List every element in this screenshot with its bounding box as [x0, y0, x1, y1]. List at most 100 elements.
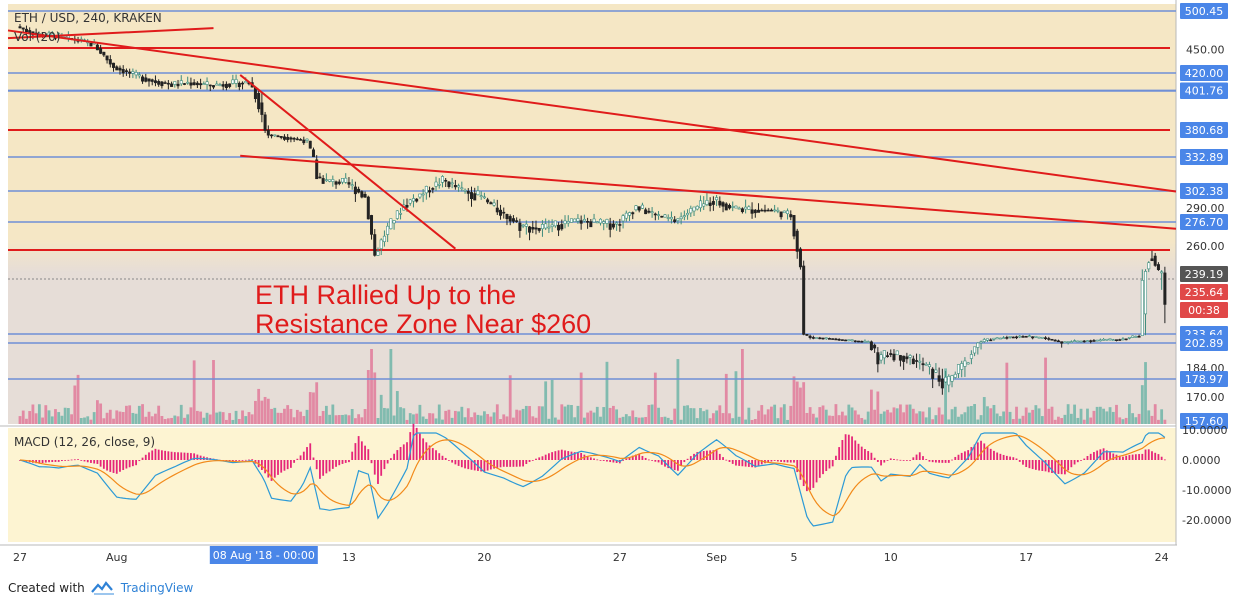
macd-histogram-bar: [1067, 460, 1070, 471]
candle-body: [644, 209, 648, 215]
macd-histogram-bar: [641, 455, 644, 460]
candle-body: [1134, 336, 1138, 338]
volume-bar: [1021, 415, 1025, 424]
candle-body: [776, 209, 780, 212]
candle-body: [1163, 272, 1167, 305]
macd-histogram-bar: [435, 450, 437, 460]
candle-body: [1034, 335, 1038, 338]
candle-body: [360, 191, 364, 198]
candle-body: [702, 203, 706, 207]
macd-pane[interactable]: [8, 428, 1176, 542]
macd-histogram-bar: [812, 460, 815, 488]
candle-body: [840, 339, 844, 341]
macd-histogram-bar: [660, 460, 663, 465]
candle-body: [653, 213, 657, 216]
candle-body: [18, 26, 22, 29]
volume-bar: [602, 407, 606, 424]
macd-histogram-bar: [967, 450, 970, 460]
candle-body: [911, 358, 915, 365]
macd-histogram-bar: [357, 436, 360, 460]
volume-bar: [486, 414, 490, 424]
candle-body: [669, 217, 673, 220]
volume-bar: [289, 408, 293, 424]
candle-body: [1111, 339, 1115, 342]
macd-histogram-bar: [264, 460, 266, 474]
volume-bar: [657, 407, 660, 424]
volume-bar: [337, 415, 341, 424]
volume-bar: [799, 387, 802, 424]
volume-bar: [328, 414, 331, 424]
macd-histogram-bar: [383, 460, 386, 470]
candle-body: [221, 84, 225, 87]
macd-histogram-bar: [1163, 459, 1166, 461]
macd-histogram-bar: [73, 459, 76, 461]
volume-bar: [57, 412, 61, 424]
footer: Created with TradingView: [8, 578, 193, 598]
level-price-tag: 178.97: [1185, 373, 1224, 386]
volume-bar: [183, 417, 186, 424]
volume-bar: [370, 349, 373, 424]
volume-bar: [1057, 416, 1060, 424]
level-price-tag: 401.76: [1185, 84, 1224, 97]
macd-histogram-bar: [96, 460, 99, 464]
candle-body: [318, 176, 322, 179]
volume-bar: [66, 408, 70, 424]
macd-histogram-bar: [1147, 449, 1150, 460]
volume-bar: [837, 415, 841, 424]
volume-bar: [689, 408, 693, 424]
candle-body: [1160, 271, 1164, 274]
volume-bar: [979, 415, 983, 424]
volume-bar: [118, 411, 122, 424]
volume-bar: [960, 414, 964, 424]
macd-histogram-bar: [457, 460, 460, 466]
macd-histogram-bar: [1015, 458, 1018, 460]
volume-bar: [37, 404, 41, 424]
macd-histogram-bar: [922, 456, 924, 460]
candle-body: [147, 78, 151, 82]
volume-bar: [225, 419, 228, 424]
macd-histogram-bar: [999, 453, 1002, 460]
candle-body: [989, 339, 993, 342]
volume-bar: [1018, 418, 1022, 424]
macd-histogram-bar: [238, 460, 241, 461]
macd-histogram-bar: [64, 460, 67, 461]
volume-bar: [202, 417, 206, 424]
macd-histogram-bar: [612, 460, 615, 463]
trend-lines: [7, 27, 1177, 250]
candle-body: [689, 208, 693, 214]
macd-histogram-bar: [193, 453, 196, 460]
macd-histogram-bar: [944, 460, 947, 463]
candle-body: [953, 373, 957, 378]
price-tick-label: 450.00: [1186, 44, 1225, 57]
tradingview-brand-label: TradingView: [120, 581, 194, 595]
volume-bar: [647, 405, 651, 424]
macd-histogram-bar: [847, 434, 850, 460]
candle-body: [905, 356, 909, 360]
volume-bar: [760, 405, 764, 424]
price-pane[interactable]: [8, 4, 1176, 424]
candle-body: [737, 207, 741, 210]
time-highlight-label: 08 Aug '18 - 00:00: [213, 549, 315, 562]
volume-bar: [969, 406, 973, 424]
volume-bar: [508, 375, 512, 424]
volume-bar: [892, 407, 896, 424]
candle-body: [357, 188, 361, 193]
macd-histogram-bar: [1102, 448, 1105, 460]
candle-body: [557, 224, 561, 231]
macd-histogram-bar: [1051, 460, 1053, 474]
candle-body: [763, 209, 767, 212]
level-price-tag-bg: [1180, 3, 1228, 19]
tradingview-link[interactable]: TradingView: [90, 581, 194, 595]
candle-body: [985, 338, 989, 341]
chart-canvas[interactable]: 450.00290.00260.00184.00170.00500.45420.…: [0, 0, 1240, 575]
macd-histogram-bar: [989, 448, 992, 460]
current-price-tag-bg: [1180, 266, 1228, 282]
macd-histogram-bar: [986, 446, 989, 460]
candle-body: [150, 79, 154, 82]
macd-histogram-bar: [893, 458, 895, 460]
volume-bar: [366, 370, 370, 424]
volume-bar: [1050, 406, 1054, 424]
macd-tick-label: -20.0000: [1182, 514, 1231, 527]
volume-bar: [615, 409, 619, 424]
candle-body: [1079, 340, 1083, 343]
